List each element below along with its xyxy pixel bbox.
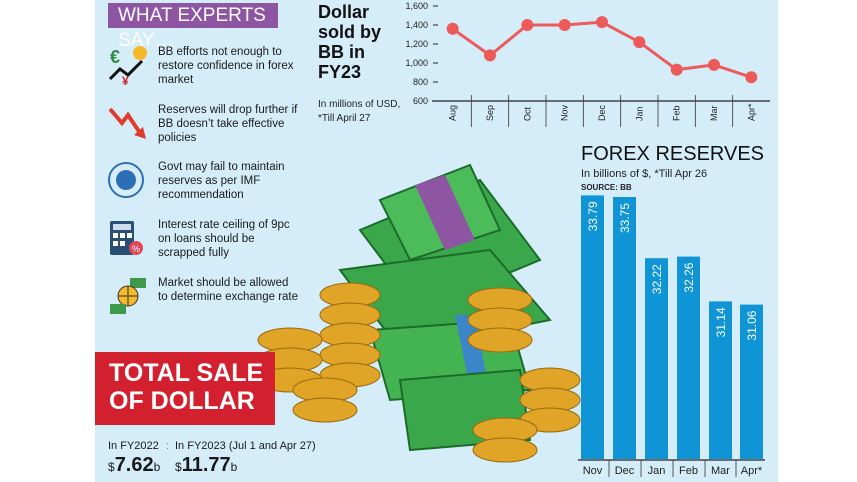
currency-growth-icon: € ¥ — [108, 46, 147, 88]
globe-exchange-icon — [110, 278, 146, 314]
separator: : — [166, 440, 170, 452]
data-point — [596, 16, 608, 29]
data-point — [670, 63, 683, 76]
y-tick-label: 1,400 — [405, 20, 428, 30]
bar-value-label: 31.14 — [714, 307, 728, 337]
x-tick-label: Mar — [709, 105, 719, 121]
bar-chart-source: SOURCE: BB — [581, 183, 632, 192]
bar — [645, 258, 668, 459]
x-tick-label: Jan — [648, 465, 666, 477]
line-chart-title: Dollar sold by BB in FY23 — [318, 2, 382, 82]
x-tick-label: Oct — [522, 106, 532, 121]
x-tick-label: Mar — [711, 465, 730, 477]
expert-item: % Interest rate ceiling of 9pc on loans … — [108, 218, 290, 266]
data-point — [558, 19, 571, 31]
bar — [613, 197, 636, 459]
y-tick-label: 800 — [413, 77, 428, 87]
fy2022-label: In FY2022 — [108, 440, 159, 452]
svg-text:¥: ¥ — [122, 74, 129, 88]
currency-symbol: $ — [175, 460, 182, 474]
x-tick-label: Nov — [560, 104, 570, 121]
bar-value-label: 33.75 — [618, 203, 632, 233]
data-point — [745, 71, 758, 84]
bar — [740, 304, 763, 459]
bar-value-label: 33.79 — [586, 201, 600, 231]
x-tick-label: Apr* — [741, 465, 763, 477]
x-tick-label: Jan — [634, 106, 644, 121]
expert-text: Reserves will drop further if BB doesn’t… — [158, 104, 298, 144]
total-sale-banner: TOTAL SALE OF DOLLAR — [95, 352, 275, 425]
x-tick-label: Feb — [672, 105, 682, 121]
line-chart-note: In millions of USD, *Till April 27 — [318, 98, 400, 126]
x-tick-label: Dec — [615, 465, 635, 477]
bar — [677, 256, 700, 459]
unit: b — [153, 460, 161, 474]
svg-text:€: € — [110, 47, 120, 67]
bar-value-label: 32.26 — [682, 262, 696, 292]
y-tick-label: 1,600 — [405, 1, 428, 11]
x-tick-label: Dec — [597, 104, 607, 121]
expert-item: Govt may fail to maintain reserves as pe… — [108, 160, 288, 208]
expert-item: Market should be allowed to determine ex… — [108, 276, 298, 324]
imf-seal-icon — [108, 162, 144, 198]
fy2022-amount: 7.62 — [114, 454, 154, 476]
y-tick-label: 600 — [413, 96, 428, 106]
unit: b — [230, 460, 238, 474]
y-tick-label: 1,000 — [405, 58, 428, 68]
bar-value-label: 31.06 — [745, 310, 759, 340]
bar-chart-subtitle: In billions of $, *Till Apr 26 — [581, 168, 708, 180]
svg-text:%: % — [132, 244, 140, 254]
x-tick-label: Aug — [448, 105, 458, 121]
data-point — [446, 22, 459, 35]
data-point — [633, 36, 646, 49]
bar-chart-title: FOREX RESERVES — [581, 143, 765, 165]
data-point — [708, 58, 720, 71]
x-tick-label: Feb — [679, 465, 698, 477]
experts-title: WHAT EXPERTS SAY… — [108, 3, 278, 51]
y-tick-label: 1,200 — [405, 39, 428, 49]
x-tick-label: Sep — [485, 105, 495, 121]
expert-item: € ¥ BB efforts not enough to restore con… — [108, 45, 294, 93]
expert-text: Market should be allowed to determine ex… — [158, 277, 299, 303]
calculator-percent-icon: % — [110, 221, 143, 255]
x-tick-label: Apr* — [746, 103, 756, 121]
note-line: *Till April 27 — [318, 113, 371, 124]
fy2023-value: $11.77b — [175, 454, 237, 477]
downtrend-arrow-icon — [108, 107, 146, 139]
bar — [709, 301, 732, 459]
currency-symbol: $ — [108, 460, 115, 474]
expert-text: Interest rate ceiling of 9pc on loans sh… — [158, 219, 290, 259]
line-chart: 1,600 1,400 1,200 1,000 800 600 Aug Sep Oct Nov De… — [405, 1, 770, 127]
data-point — [521, 19, 534, 31]
expert-text: Govt may fail to maintain reserves as pe… — [158, 161, 285, 201]
expert-text: BB efforts not enough to restore confide… — [158, 46, 294, 86]
note-line: In millions of USD, — [318, 99, 401, 110]
bar — [581, 195, 604, 459]
fy2022-value: $7.62b — [108, 454, 160, 477]
fy2023-label: In FY2023 (Jul 1 and Apr 27) — [175, 440, 316, 452]
expert-item: Reserves will drop further if BB doesn’t… — [108, 103, 297, 151]
money-illustration — [257, 163, 581, 463]
fy2023-amount: 11.77 — [181, 454, 231, 476]
x-tick-label: Nov — [583, 465, 603, 477]
data-point — [484, 49, 496, 62]
bar-value-label: 32.22 — [650, 264, 664, 294]
gold-coins — [257, 282, 581, 463]
total-sale-title-line2: OF DOLLAR — [109, 387, 255, 415]
total-sale-title-line1: TOTAL SALE — [109, 359, 264, 387]
